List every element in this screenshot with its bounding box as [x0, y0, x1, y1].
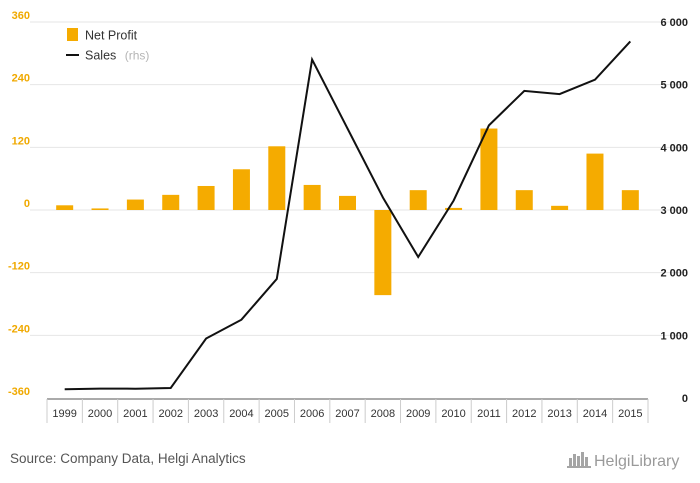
x-axis-tick-label: 2009 — [406, 408, 430, 420]
right-axis-tick-label: 0 — [682, 393, 688, 405]
right-axis-tick-label: 3 000 — [660, 205, 688, 217]
x-axis-tick-label: 1999 — [52, 408, 76, 420]
right-axis-tick-label: 6 000 — [660, 17, 688, 29]
helgi-logo: HelgiLibrary — [567, 452, 679, 470]
net-profit-bar-1999 — [56, 205, 74, 210]
x-axis-tick-label: 2005 — [265, 408, 289, 420]
left-axis-tick-label: 120 — [12, 135, 30, 147]
net-profit-bar-2015 — [621, 190, 639, 210]
net-profit-bar-2011 — [480, 128, 498, 210]
net-profit-bar-2003 — [197, 185, 215, 210]
legend-swatch-net-profit — [67, 28, 78, 41]
x-axis-tick-label: 2007 — [335, 408, 359, 420]
right-axis-ticks: 6 000 5 000 4 000 3 000 2 000 1 000 0 — [660, 17, 688, 405]
left-axis-ticks: 360 240 120 0 -120 -240 -360 — [8, 10, 30, 398]
left-axis-tick-label: 0 — [24, 198, 30, 210]
net-profit-bar-2002 — [162, 194, 180, 210]
net-profit-bar-2014 — [586, 153, 604, 210]
x-axis-tick-label: 2012 — [512, 408, 536, 420]
sales-line-series — [64, 40, 632, 391]
right-axis-tick-label: 4 000 — [660, 142, 688, 154]
x-axis-tick-label: 2003 — [194, 408, 218, 420]
x-axis-tick-label: 2014 — [583, 408, 607, 420]
left-axis-tick-label: 360 — [12, 10, 30, 22]
sales-line — [64, 40, 632, 391]
net-profit-bar-2012 — [515, 190, 533, 210]
x-axis: 1999 2000 2001 2002 2003 2004 2005 2006 2007 2008… — [46, 398, 649, 423]
x-axis-tick-label: 2002 — [158, 408, 182, 420]
x-axis-tick-label: 2000 — [88, 408, 112, 420]
net-profit-bar-2000 — [91, 208, 109, 210]
net-profit-bar-2004 — [232, 169, 250, 210]
x-axis-tick-label: 2011 — [477, 408, 501, 420]
net-profit-bar-2001 — [126, 199, 144, 210]
net-profit-bar-2008 — [374, 210, 392, 296]
net-profit-bar-2005 — [268, 146, 286, 210]
left-axis-tick-label: -360 — [8, 386, 30, 398]
left-axis-tick-label: -120 — [8, 261, 30, 273]
legend-label-sales-suffix: (rhs) — [125, 49, 150, 63]
right-axis-tick-label: 1 000 — [660, 330, 688, 342]
right-axis-tick-label: 2 000 — [660, 268, 688, 280]
x-axis-tick-label: 2010 — [441, 408, 465, 420]
net-profit-bar-2010 — [445, 207, 463, 210]
net-profit-bars — [56, 128, 639, 296]
x-axis-tick-label: 2013 — [547, 408, 571, 420]
legend-label-sales: Sales — [85, 49, 116, 63]
net-profit-bar-2013 — [551, 205, 569, 210]
helgi-library-icon — [567, 452, 591, 468]
right-axis-tick-label: 5 000 — [660, 80, 688, 92]
legend-label-sales-group: Sales (rhs) — [85, 47, 149, 64]
legend: Net Profit Sales (rhs) — [66, 28, 149, 64]
source-note: Source: Company Data, Helgi Analytics — [10, 451, 246, 466]
x-axis-tick-label: 2001 — [123, 408, 147, 420]
net-profit-bar-2007 — [339, 195, 356, 210]
x-axis-tick-label: 2015 — [618, 408, 642, 420]
helgi-library-brand: HelgiLibrary — [594, 453, 679, 470]
net-profit-bar-2006 — [303, 184, 321, 210]
left-axis-tick-label: 240 — [12, 73, 30, 85]
left-axis-tick-label: -240 — [8, 323, 30, 335]
legend-label-net-profit: Net Profit — [85, 29, 138, 43]
x-axis-tick-label: 2008 — [371, 408, 395, 420]
net-profit-bar-2009 — [409, 190, 427, 210]
x-axis-tick-label: 2004 — [229, 408, 253, 420]
x-axis-tick-label: 2006 — [300, 408, 324, 420]
